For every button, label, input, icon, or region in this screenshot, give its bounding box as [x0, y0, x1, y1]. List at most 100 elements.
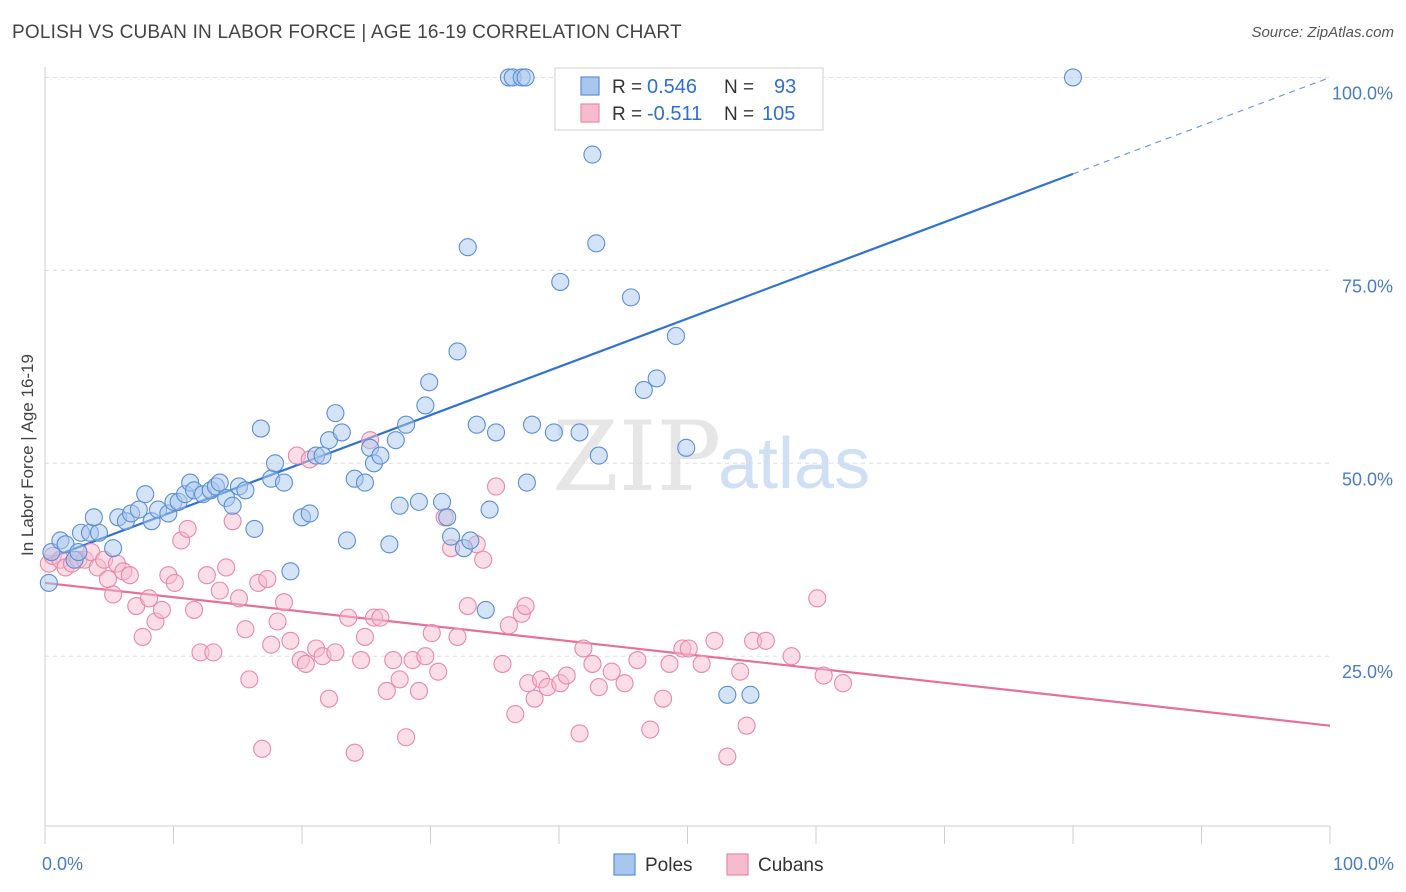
- cubans-point: [210, 581, 229, 600]
- cubans-point: [262, 635, 281, 654]
- poles-trend-extension: [1072, 76, 1331, 175]
- cubans-point: [140, 589, 159, 608]
- legend-cubans-label: Cubans: [758, 855, 824, 876]
- poles-point: [409, 492, 428, 511]
- cubans-point: [493, 654, 512, 673]
- poles-point: [397, 415, 416, 434]
- cubans-point: [390, 670, 409, 689]
- poles-point: [741, 685, 760, 704]
- poles-point: [476, 600, 495, 619]
- poles-point: [467, 415, 486, 434]
- cubans-point: [602, 662, 621, 681]
- cubans-point: [737, 716, 756, 735]
- cubans-point: [583, 654, 602, 673]
- chart-title: POLISH VS CUBAN IN LABOR FORCE | AGE 16-…: [12, 22, 682, 43]
- poles-point: [677, 438, 696, 457]
- poles-point: [458, 238, 477, 257]
- cubans-point: [223, 512, 242, 531]
- cubans-point: [345, 743, 364, 762]
- y-tick-label: 100.0%: [1332, 83, 1393, 103]
- poles-point: [516, 68, 535, 87]
- gridlines: [45, 76, 1330, 657]
- poles-point: [386, 431, 405, 450]
- cubans-point: [692, 654, 711, 673]
- poles-point: [551, 272, 570, 291]
- poles-point: [223, 496, 242, 515]
- cubans-point: [474, 550, 493, 569]
- poles-point: [480, 500, 499, 519]
- poles-point: [380, 535, 399, 554]
- poles-point: [718, 685, 737, 704]
- cubans-point: [589, 678, 608, 697]
- cubans-point: [814, 666, 833, 685]
- poles-point: [313, 446, 332, 465]
- cubans-point: [416, 647, 435, 666]
- cubans-point: [197, 566, 216, 585]
- poles-point: [647, 369, 666, 388]
- cubans-point: [718, 747, 737, 766]
- cubans-point: [240, 670, 259, 689]
- cubans-point: [104, 585, 123, 604]
- poles-point: [326, 404, 345, 423]
- poles-point: [416, 396, 435, 415]
- cubans-point: [506, 705, 525, 724]
- poles-point: [522, 415, 542, 434]
- poles-point: [438, 508, 457, 527]
- poles-n-label: N =: [724, 77, 754, 98]
- poles-point: [544, 423, 563, 442]
- x-tick-labels: 0.0% 100.0%: [42, 854, 1394, 874]
- cubans-point: [782, 647, 801, 666]
- cubans-point: [274, 593, 294, 612]
- cubans-point: [486, 477, 506, 496]
- poles-point: [210, 473, 229, 492]
- cubans-point: [339, 608, 358, 627]
- cubans-point: [756, 631, 775, 650]
- poles-point: [236, 481, 255, 500]
- y-tick-label: 50.0%: [1342, 469, 1393, 489]
- cubans-point: [258, 570, 277, 589]
- cubans-point: [152, 600, 171, 619]
- cubans-point: [98, 570, 118, 589]
- poles-point: [136, 485, 155, 504]
- poles-point: [265, 454, 285, 473]
- cubans-point: [377, 681, 396, 700]
- cubans-point: [833, 674, 853, 693]
- poles-r-value: 0.546: [647, 76, 697, 98]
- poles-point: [245, 519, 264, 538]
- poles-point: [1063, 68, 1083, 87]
- poles-point: [587, 234, 606, 253]
- x-tick-label: 100.0%: [1333, 854, 1394, 874]
- poles-point: [634, 380, 653, 400]
- cubans-point: [615, 674, 634, 693]
- cubans-point: [570, 724, 589, 743]
- cubans-point: [165, 573, 184, 592]
- cubans-point: [422, 624, 441, 643]
- poles-point: [129, 500, 148, 519]
- cubans-point: [204, 643, 223, 662]
- cubans-point: [660, 654, 679, 673]
- y-tick-label: 75.0%: [1342, 276, 1393, 296]
- cubans-point: [628, 651, 647, 670]
- cubans-n-value: 105: [762, 103, 795, 125]
- cubans-swatch: [580, 103, 600, 123]
- cubans-point: [516, 597, 535, 616]
- poles-r-label: R =: [612, 77, 642, 98]
- cubans-point: [679, 639, 698, 658]
- cubans-point: [808, 589, 827, 608]
- cubans-point: [281, 631, 300, 650]
- poles-point: [517, 473, 536, 492]
- cubans-points: [39, 431, 853, 766]
- poles-point: [442, 527, 461, 546]
- cubans-point: [409, 681, 428, 700]
- cubans-point: [641, 720, 660, 739]
- poles-point: [337, 531, 357, 550]
- poles-point: [583, 145, 602, 164]
- poles-point: [621, 288, 641, 307]
- cubans-point: [448, 627, 467, 646]
- poles-point: [486, 423, 506, 442]
- cubans-point: [217, 558, 236, 577]
- cubans-point: [268, 612, 287, 631]
- legend-cubans-swatch: [726, 853, 749, 876]
- x-tick-label: 0.0%: [42, 854, 83, 874]
